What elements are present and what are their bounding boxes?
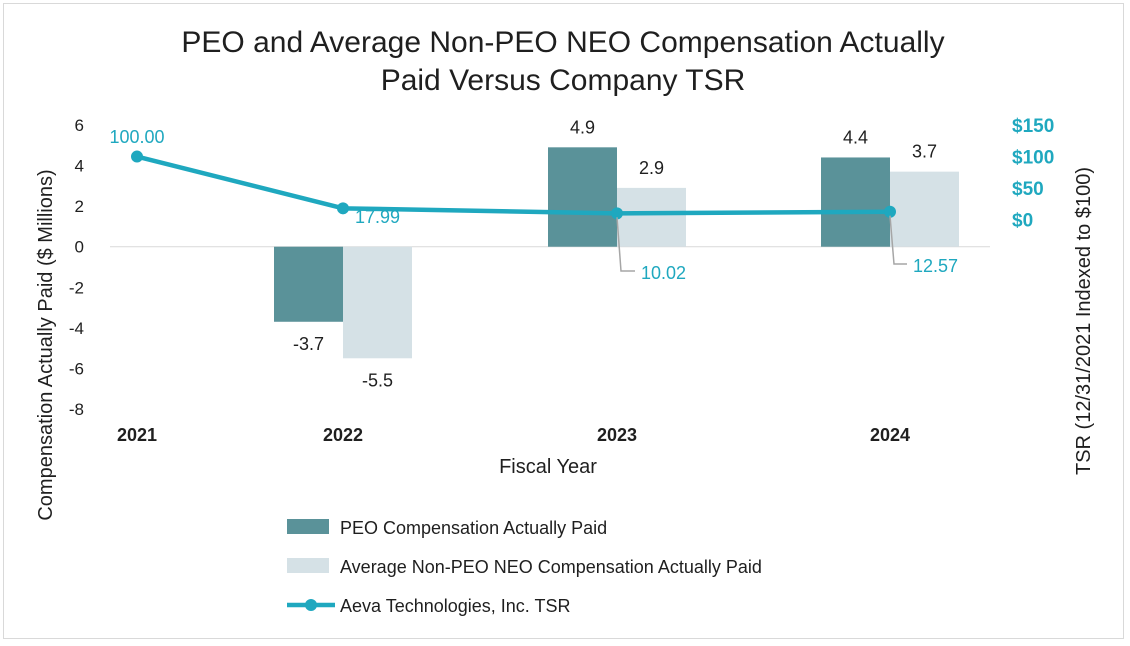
chart-frame bbox=[3, 3, 1124, 639]
y-axis-title: Compensation Actually Paid ($ Millions) bbox=[35, 169, 57, 520]
y2-tick-label: $50 bbox=[1012, 179, 1044, 200]
bar-peo-compensation-actually-paid-2022 bbox=[274, 246, 343, 322]
legend-label-average-non-peo-neo-compensation-actually-paid: Average Non-PEO NEO Compensation Actuall… bbox=[340, 557, 762, 577]
y-tick-label: -6 bbox=[69, 359, 84, 378]
data-label-peo-compensation-actually-paid-2023: 4.9 bbox=[570, 117, 595, 137]
tsr-label-2021: 100.00 bbox=[109, 127, 164, 147]
tsr-leader-line-2023 bbox=[616, 217, 635, 272]
data-label-average-non-peo-neo-compensation-actually-paid-2022: -5.5 bbox=[362, 370, 393, 390]
y2-tick-label: $100 bbox=[1012, 148, 1054, 169]
y-tick-label: 4 bbox=[75, 157, 84, 176]
tsr-point-2023 bbox=[611, 207, 623, 220]
data-label-average-non-peo-neo-compensation-actually-paid-2024: 3.7 bbox=[912, 142, 937, 162]
y-tick-label: -4 bbox=[69, 319, 84, 338]
bar-average-non-peo-neo-compensation-actually-paid-2024 bbox=[890, 171, 959, 247]
legend-swatch-average-non-peo-neo-compensation-actually-paid bbox=[287, 558, 329, 573]
chart-title-line-1: PEO and Average Non-PEO NEO Compensation… bbox=[181, 26, 944, 59]
bar-peo-compensation-actually-paid-2023 bbox=[548, 147, 617, 247]
y2-tick-label: $150 bbox=[1012, 116, 1054, 137]
tsr-point-2022 bbox=[337, 202, 349, 215]
x-tick-label-2023: 2023 bbox=[597, 425, 637, 445]
tsr-label-2023: 10.02 bbox=[641, 263, 686, 283]
plot-area: 6 4 2 0 -2 -4 -6 -8 $150 $100 $50 $0 2021 2022 2023 202… bbox=[69, 116, 1054, 445]
tsr-label-2024: 12.57 bbox=[913, 256, 958, 276]
y-tick-label: -2 bbox=[69, 278, 84, 297]
bar-average-non-peo-neo-compensation-actually-paid-2022 bbox=[343, 246, 412, 359]
tsr-point-2021 bbox=[131, 150, 143, 163]
y-tick-label: 6 bbox=[75, 116, 84, 135]
tsr-line bbox=[136, 154, 891, 216]
legend-label-peo-compensation-actually-paid: PEO Compensation Actually Paid bbox=[340, 518, 607, 538]
legend-swatch-peo-compensation-actually-paid bbox=[287, 519, 329, 534]
x-axis-title: Fiscal Year bbox=[499, 456, 597, 478]
bar-peo-compensation-actually-paid-2024 bbox=[821, 157, 890, 247]
data-label-peo-compensation-actually-paid-2022: -3.7 bbox=[293, 334, 324, 354]
tsr-leader-line-2024 bbox=[889, 215, 907, 265]
y2-axis-title: TSR (12/31/2021 Indexed to $100) bbox=[1073, 167, 1095, 475]
y-tick-label: 0 bbox=[75, 238, 84, 257]
legend-label-aeva-technologies-inc-tsr: Aeva Technologies, Inc. TSR bbox=[340, 596, 570, 616]
data-label-average-non-peo-neo-compensation-actually-paid-2023: 2.9 bbox=[639, 158, 664, 178]
data-label-peo-compensation-actually-paid-2024: 4.4 bbox=[843, 127, 868, 147]
tsr-label-2022: 17.99 bbox=[355, 207, 400, 227]
x-tick-label-2022: 2022 bbox=[323, 425, 363, 445]
y-tick-label: -8 bbox=[69, 400, 84, 419]
x-tick-label-2021: 2021 bbox=[117, 425, 157, 445]
y2-tick-label: $0 bbox=[1012, 211, 1033, 232]
legend: PEO Compensation Actually Paid Average No… bbox=[287, 518, 762, 616]
bar-average-non-peo-neo-compensation-actually-paid-2023 bbox=[617, 187, 686, 247]
legend-swatch-marker bbox=[305, 599, 317, 611]
chart-title-line-2: Paid Versus Company TSR bbox=[381, 64, 746, 97]
tsr-point-2024 bbox=[884, 205, 896, 218]
x-tick-label-2024: 2024 bbox=[870, 425, 910, 445]
y-tick-label: 2 bbox=[75, 197, 84, 216]
